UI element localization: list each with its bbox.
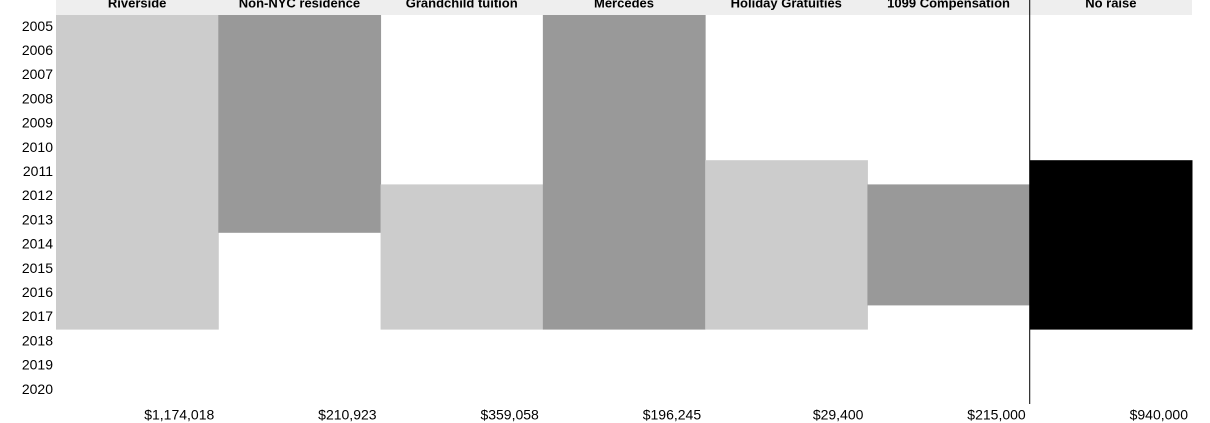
- y-tick-label: 2018: [22, 332, 53, 348]
- amount-label: $196,245: [643, 407, 702, 423]
- range-bar: [542, 15, 706, 330]
- column-header: No raise: [1085, 0, 1136, 10]
- range-bar: [1029, 160, 1193, 330]
- y-tick-label: 2012: [22, 187, 53, 203]
- amount-label: $1,174,018: [144, 407, 214, 423]
- y-tick-label: 2006: [22, 42, 53, 58]
- range-bar: [218, 15, 382, 233]
- y-tick-label: 2008: [22, 90, 53, 106]
- y-tick-label: 2016: [22, 284, 53, 300]
- y-tick-label: 2005: [22, 18, 53, 34]
- column-header: Grandchild tuition: [406, 0, 518, 10]
- amount-label: $359,058: [480, 407, 539, 423]
- range-bar: [380, 184, 544, 330]
- header-band: [56, 0, 1192, 15]
- y-tick-label: 2020: [22, 381, 53, 397]
- column-header: Mercedes: [594, 0, 654, 10]
- y-tick-label: 2011: [23, 163, 53, 179]
- y-tick-label: 2013: [22, 211, 53, 227]
- range-bar: [705, 160, 868, 330]
- y-tick-label: 2007: [22, 66, 53, 82]
- range-bar: [56, 15, 219, 330]
- amount-label: $210,923: [318, 407, 377, 423]
- amount-label: $29,400: [813, 407, 864, 423]
- column-header: Non-NYC residence: [239, 0, 360, 10]
- y-tick-label: 2017: [22, 308, 53, 324]
- y-tick-label: 2010: [22, 139, 53, 155]
- amount-label: $940,000: [1130, 407, 1189, 423]
- amount-label: $215,000: [967, 407, 1026, 423]
- range-bar: [867, 184, 1031, 306]
- y-tick-label: 2014: [22, 236, 53, 252]
- column-header: Riverside: [108, 0, 167, 10]
- y-tick-label: 2015: [22, 260, 53, 276]
- column-header: Holiday Gratuities: [731, 0, 842, 10]
- column-header: 1099 Compensation: [887, 0, 1010, 10]
- y-tick-label: 2019: [22, 357, 53, 373]
- y-tick-label: 2009: [22, 115, 53, 131]
